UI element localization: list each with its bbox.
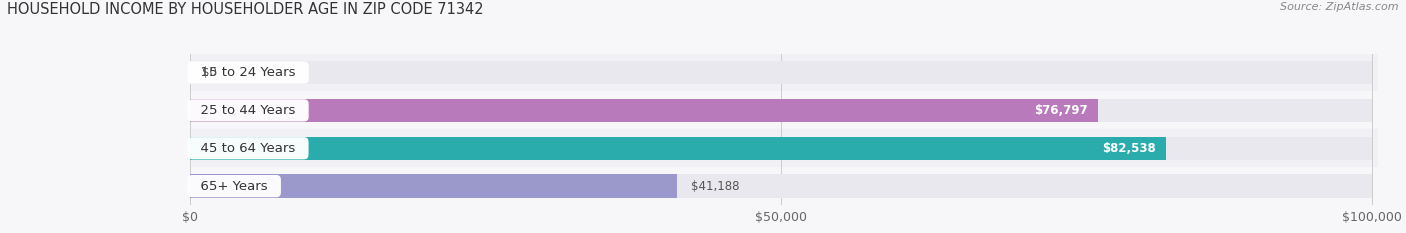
Text: 25 to 44 Years: 25 to 44 Years [193,104,304,117]
Text: Source: ZipAtlas.com: Source: ZipAtlas.com [1281,2,1399,12]
Text: 15 to 24 Years: 15 to 24 Years [193,66,304,79]
Bar [190,129,1378,167]
Bar [190,167,1378,205]
Bar [190,54,1378,91]
Bar [190,137,1166,160]
Text: $82,538: $82,538 [1102,142,1156,155]
Text: $0: $0 [201,66,217,79]
Text: HOUSEHOLD INCOME BY HOUSEHOLDER AGE IN ZIP CODE 71342: HOUSEHOLD INCOME BY HOUSEHOLDER AGE IN Z… [7,2,484,17]
Bar [190,91,1378,129]
Text: 45 to 64 Years: 45 to 64 Years [193,142,304,155]
Bar [190,174,676,198]
Bar [190,61,1372,84]
Bar [190,174,1372,198]
Text: $76,797: $76,797 [1035,104,1088,117]
Text: 65+ Years: 65+ Years [193,180,277,193]
Bar [190,99,1372,122]
Text: $41,188: $41,188 [690,180,740,193]
Bar [190,137,1372,160]
Bar [190,99,1098,122]
